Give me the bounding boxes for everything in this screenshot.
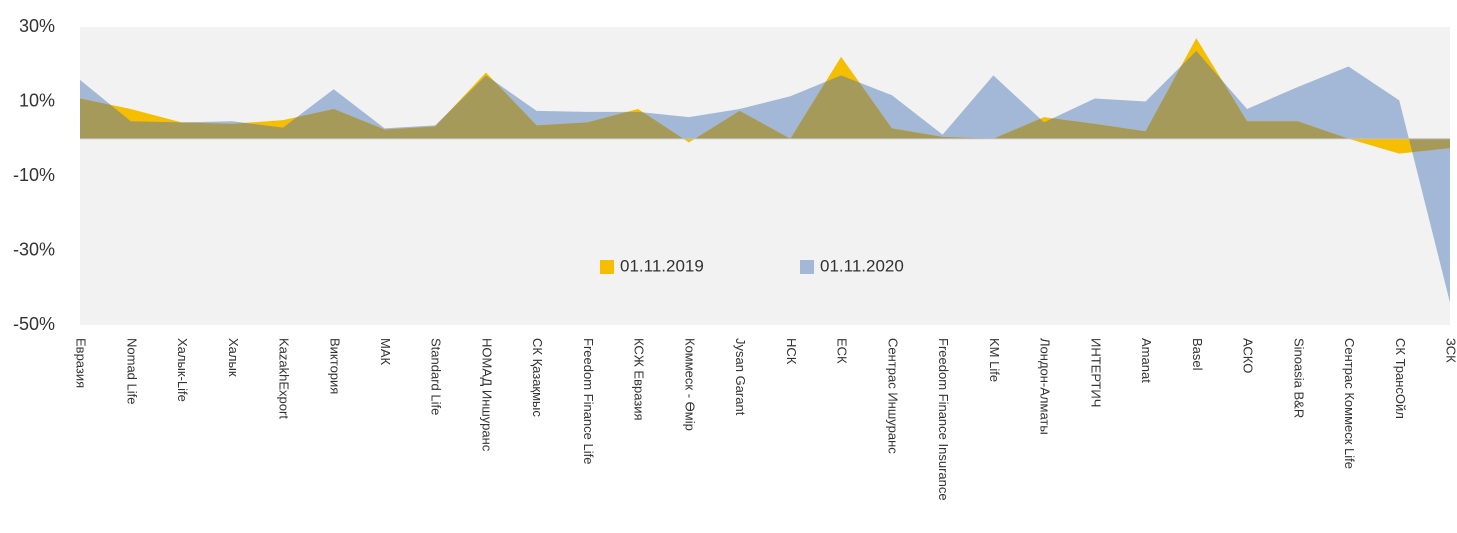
x-tick-label: НСК: [784, 338, 799, 365]
y-tick-label: -10%: [13, 165, 55, 185]
legend-label: 01.11.2020: [820, 256, 904, 275]
x-tick-label: СК ТрансОйл: [1393, 338, 1408, 419]
y-tick-label: -30%: [13, 239, 55, 259]
y-tick-label: 30%: [19, 16, 55, 36]
x-tick-label: Nomad Life: [124, 338, 139, 404]
x-tick-label: НОМАД Иншуранс: [479, 338, 494, 452]
x-tick-label: Халык-Life: [175, 338, 190, 402]
legend-swatch: [600, 260, 614, 274]
x-tick-label: Amanat: [1139, 338, 1154, 383]
y-tick-label: 10%: [19, 90, 55, 110]
x-tick-label: Basel: [1190, 338, 1205, 371]
x-tick-label: Standard Life: [429, 338, 444, 415]
x-tick-label: МАК: [378, 338, 393, 366]
x-tick-label: ИНТЕРТИЧ: [1088, 338, 1103, 407]
x-tick-label: Евразия: [74, 338, 89, 388]
x-tick-label: Сентрас Иншуранс: [885, 338, 900, 454]
x-tick-label: ЕСК: [835, 338, 850, 364]
x-tick-label: Сентрас Коммеск Life: [1342, 338, 1357, 469]
x-tick-label: Sinoasia B&R: [1291, 338, 1306, 418]
x-tick-label: ЗСК: [1444, 338, 1457, 363]
x-tick-label: Freedom Finance Life: [581, 338, 596, 464]
x-tick-label: KazakhExport: [277, 338, 292, 419]
x-tick-label: Freedom Finance Insurance: [936, 338, 951, 501]
x-tick-label: КСЖ Евразия: [632, 338, 647, 421]
x-tick-label: Jysan Garant: [733, 338, 748, 416]
x-tick-label: Виктория: [327, 338, 342, 394]
x-tick-label: АСКО: [1241, 338, 1256, 373]
area: [80, 50, 1450, 303]
x-tick-label: Халык: [226, 338, 241, 377]
x-tick-label: KM Life: [987, 338, 1002, 382]
x-tick-label: Лондон-Алматы: [1038, 338, 1053, 435]
legend-swatch: [800, 260, 814, 274]
y-tick-label: -50%: [13, 314, 55, 334]
plot-area: [80, 27, 1450, 325]
x-tick-label: Коммеск - Өмір: [682, 338, 697, 431]
x-tick-label: СК Қазақмыс: [530, 338, 545, 417]
legend-label: 01.11.2019: [620, 256, 704, 275]
